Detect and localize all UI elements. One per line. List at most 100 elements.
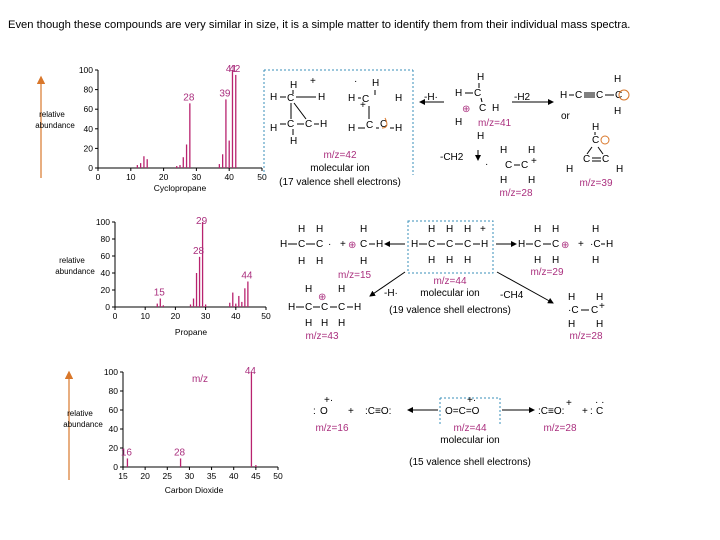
svg-text:H: H xyxy=(395,123,402,134)
svg-text:H: H xyxy=(500,175,507,186)
peak-label: 44 xyxy=(241,271,253,282)
co2-ion: O=C=O xyxy=(445,406,480,417)
peak-label: 39 xyxy=(219,88,231,99)
cyclopropenyl-structure: H C C C H H xyxy=(566,122,623,175)
carbon-dioxide-spectrum: relative abundance 15 20 25 30 35 40 45 50 0 20 40… xyxy=(63,366,283,495)
svg-text::: : xyxy=(313,406,316,417)
ion-16-label: m/z=16 xyxy=(315,423,349,434)
svg-text:H: H xyxy=(411,239,418,250)
svg-text:C: C xyxy=(380,119,387,130)
svg-text:H: H xyxy=(428,255,435,266)
svg-text:⊕: ⊕ xyxy=(348,240,356,251)
ethylene-ion-structure: H H ·C C + H H xyxy=(568,292,605,330)
svg-text:H: H xyxy=(592,255,599,266)
x-tick-label: 15 xyxy=(118,471,128,481)
svg-text:·: · xyxy=(485,159,488,170)
svg-text:H: H xyxy=(446,255,453,266)
y-tick-label: 80 xyxy=(109,386,119,396)
y-tick-label: 80 xyxy=(101,234,111,244)
svg-text:H: H xyxy=(360,224,367,235)
ion-28-label: m/z=28 xyxy=(543,423,577,434)
y-axis-label-line1: relative xyxy=(67,409,93,418)
svg-text:H: H xyxy=(348,93,355,104)
svg-text:C: C xyxy=(596,90,603,101)
x-tick-label: 30 xyxy=(185,471,195,481)
svg-text:+: + xyxy=(578,239,584,250)
svg-text:+: + xyxy=(531,156,537,167)
loss-h-label: -H· xyxy=(424,92,438,103)
svg-text:+: + xyxy=(340,239,346,250)
x-tick-label: 20 xyxy=(159,172,169,182)
svg-text:H: H xyxy=(288,302,295,313)
svg-text:H: H xyxy=(534,224,541,235)
svg-text:H: H xyxy=(606,239,613,250)
plus-sign: + xyxy=(348,406,354,417)
svg-text:H: H xyxy=(614,74,621,85)
svg-text:C: C xyxy=(338,302,345,313)
ethylene-ion-structure: H H · C C + H H xyxy=(485,145,537,186)
peak-label: 41 xyxy=(226,64,238,75)
svg-text:C: C xyxy=(583,154,590,165)
svg-text:C: C xyxy=(321,302,328,313)
molecular-ion-box xyxy=(407,220,494,274)
propargyl-cation-structure: H C C C H H or xyxy=(560,74,630,122)
ring-opened-structure: H · H C + H H C C H xyxy=(348,76,402,134)
ion-44-label: m/z=44 xyxy=(453,423,487,434)
svg-text:H: H xyxy=(528,145,535,156)
x-tick-label: 20 xyxy=(171,311,181,321)
svg-text:H: H xyxy=(518,239,525,250)
y-axis-label-line2: abundance xyxy=(63,420,103,429)
valence-note: (15 valence shell electrons) xyxy=(409,457,531,468)
y-tick-label: 40 xyxy=(84,124,94,134)
svg-text:H: H xyxy=(464,255,471,266)
svg-text:C: C xyxy=(592,135,599,146)
svg-text:H: H xyxy=(616,164,623,175)
co2-scheme: O +· : + :C≡O: m/z=16 O=C=O +· m/z=44 mo… xyxy=(313,395,604,468)
y-tick-label: 100 xyxy=(79,65,93,75)
svg-text:C: C xyxy=(316,239,323,250)
y-tick-label: 0 xyxy=(88,163,93,173)
x-tick-label: 10 xyxy=(126,172,136,182)
peak-label: 28 xyxy=(193,246,205,257)
peak-label: 42 xyxy=(229,64,241,75)
svg-text:⊕: ⊕ xyxy=(561,240,569,251)
peak-label: 29 xyxy=(196,216,208,227)
svg-text:H: H xyxy=(455,88,462,99)
loss-ch4-arrow xyxy=(496,271,554,304)
y-tick-label: 100 xyxy=(104,367,118,377)
svg-text:H: H xyxy=(270,123,277,134)
co-plus: :C≡O: xyxy=(538,406,564,417)
x-tick-label: 50 xyxy=(261,311,271,321)
svg-text:C: C xyxy=(287,93,294,104)
svg-text:H: H xyxy=(290,80,297,91)
y-axis-label-line2: abundance xyxy=(35,121,75,130)
svg-text:H: H xyxy=(481,239,488,250)
svg-text:H: H xyxy=(596,292,603,303)
svg-text:H: H xyxy=(354,302,361,313)
svg-text:+: + xyxy=(599,301,605,312)
svg-text:·C: ·C xyxy=(568,305,579,316)
y-tick-label: 0 xyxy=(105,302,110,312)
svg-text:C: C xyxy=(366,120,373,131)
svg-text:H: H xyxy=(305,318,312,329)
svg-text:H: H xyxy=(464,224,471,235)
loss-ch4-label: -CH4 xyxy=(500,290,524,301)
page-caption: Even though these compounds are very sim… xyxy=(8,19,631,31)
y-tick-label: 100 xyxy=(96,217,110,227)
ion-44-label: m/z=44 xyxy=(433,276,467,287)
svg-text:H: H xyxy=(592,224,599,235)
x-tick-label: 10 xyxy=(140,311,150,321)
svg-text:C: C xyxy=(464,239,471,250)
loss-h2-label: -H2 xyxy=(514,92,531,103)
svg-text:C: C xyxy=(521,160,528,171)
o-radical: O xyxy=(320,406,328,417)
svg-text:C: C xyxy=(552,239,559,250)
x-tick-label: 50 xyxy=(257,172,267,182)
svg-text:+: + xyxy=(566,398,572,409)
svg-text:·: · xyxy=(354,76,357,87)
x-tick-label: 40 xyxy=(224,172,234,182)
x-tick-label: 25 xyxy=(163,471,173,481)
loss-h-label: -H· xyxy=(384,288,398,299)
